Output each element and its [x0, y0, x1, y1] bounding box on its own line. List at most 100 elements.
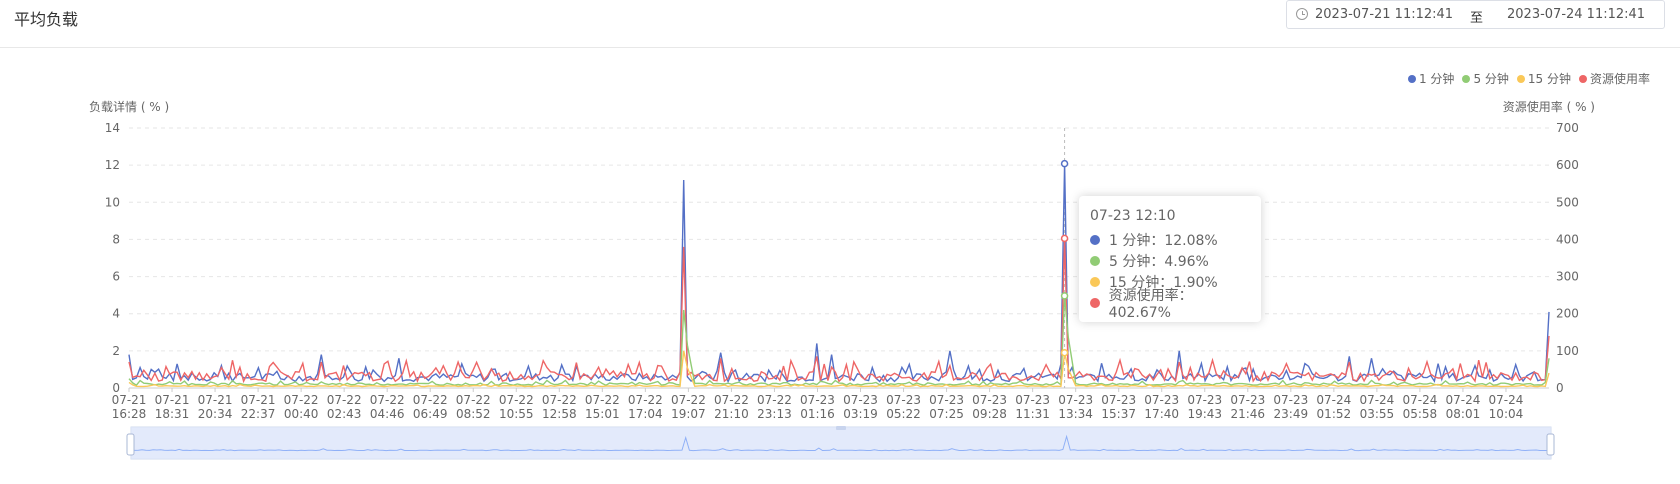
circle-dot-icon — [1090, 277, 1100, 287]
x-tick-time: 12:58 — [542, 407, 577, 421]
x-tick-time: 17:40 — [1144, 407, 1179, 421]
drag-handle-icon[interactable] — [127, 434, 134, 455]
x-tick-time: 21:46 — [1230, 407, 1265, 421]
x-tick-date: 07-23 — [1058, 393, 1093, 407]
tooltip-label: 资源使用率：402.67% — [1109, 285, 1250, 321]
x-tick-time: 10:55 — [499, 407, 534, 421]
y-left-ticks: 0 2 4 6 8 10 12 14 — [105, 121, 120, 395]
x-tick-time: 19:07 — [671, 407, 706, 421]
chart-tooltip: 07-23 12:10 1 分钟：12.08% 5 分钟：4.96% 15 分钟… — [1079, 196, 1261, 322]
x-tick-date: 07-24 — [1489, 393, 1524, 407]
y-left-tick-label: 10 — [105, 195, 120, 209]
x-tick-date: 07-23 — [800, 393, 835, 407]
x-tick-date: 07-22 — [542, 393, 577, 407]
circle-dot-icon — [1090, 235, 1100, 245]
y-left-tick-label: 2 — [112, 344, 120, 358]
y-right-tick-label: 500 — [1556, 195, 1579, 209]
x-tick-date: 07-22 — [499, 393, 534, 407]
x-tick-date: 07-21 — [241, 393, 276, 407]
drag-handle-icon[interactable] — [836, 426, 846, 430]
x-tick-time: 01:16 — [800, 407, 835, 421]
x-tick-date: 07-23 — [929, 393, 964, 407]
x-tick-time: 16:28 — [112, 407, 147, 421]
x-tick-time: 08:01 — [1446, 407, 1481, 421]
x-tick-time: 04:46 — [370, 407, 405, 421]
x-tick-date: 07-24 — [1446, 393, 1481, 407]
x-tick-time: 01:52 — [1317, 407, 1352, 421]
x-tick-date: 07-22 — [714, 393, 749, 407]
x-tick-date: 07-23 — [1273, 393, 1308, 407]
y-left-tick-label: 12 — [105, 158, 120, 172]
y-left-tick-label: 14 — [105, 121, 120, 135]
y-left-tick-label: 8 — [112, 232, 120, 246]
x-tick-time: 10:04 — [1489, 407, 1524, 421]
tooltip-label: 5 分钟：4.96% — [1109, 251, 1209, 271]
tooltip-row-load1: 1 分钟：12.08% — [1090, 229, 1250, 250]
grid-lines — [129, 128, 1549, 388]
x-tick-date: 07-21 — [112, 393, 147, 407]
x-tick-time: 05:58 — [1403, 407, 1438, 421]
series-line — [129, 164, 1549, 382]
x-tick-date: 07-24 — [1359, 393, 1394, 407]
x-tick-date: 07-22 — [413, 393, 448, 407]
hover-point — [1062, 161, 1068, 167]
x-tick-date: 07-21 — [155, 393, 190, 407]
x-tick-time: 23:13 — [757, 407, 792, 421]
x-tick-time: 03:19 — [843, 407, 878, 421]
y-right-ticks: 0 100 200 300 400 500 600 700 — [1556, 121, 1579, 395]
x-tick-date: 07-22 — [628, 393, 663, 407]
tooltip-row-usage: 资源使用率：402.67% — [1090, 292, 1250, 313]
x-tick-date: 07-24 — [1316, 393, 1351, 407]
x-axis-ticks: 07-2116:2807-2118:3107-2120:3407-2122:37… — [112, 388, 1524, 421]
zoom-slider[interactable] — [127, 426, 1554, 459]
x-tick-date: 07-22 — [671, 393, 706, 407]
x-tick-date: 07-21 — [198, 393, 233, 407]
x-tick-time: 17:04 — [628, 407, 663, 421]
zoom-selection[interactable] — [131, 427, 1551, 459]
x-tick-date: 07-23 — [1015, 393, 1050, 407]
x-tick-time: 07:25 — [929, 407, 964, 421]
y-right-axis-label: 资源使用率 ( % ) — [1503, 99, 1595, 114]
x-tick-date: 07-24 — [1402, 393, 1437, 407]
x-tick-date: 07-23 — [1101, 393, 1136, 407]
x-tick-time: 18:31 — [155, 407, 190, 421]
x-tick-date: 07-23 — [886, 393, 921, 407]
drag-handle-icon[interactable] — [1547, 434, 1554, 455]
x-tick-time: 19:43 — [1187, 407, 1222, 421]
y-right-tick-label: 600 — [1556, 158, 1579, 172]
x-tick-date: 07-23 — [843, 393, 878, 407]
y-right-tick-label: 700 — [1556, 121, 1579, 135]
x-tick-date: 07-23 — [1230, 393, 1265, 407]
x-tick-time: 22:37 — [241, 407, 276, 421]
x-tick-time: 11:31 — [1015, 407, 1050, 421]
x-tick-date: 07-23 — [1144, 393, 1179, 407]
y-right-tick-label: 200 — [1556, 307, 1579, 321]
hover-point — [1062, 293, 1068, 299]
x-tick-date: 07-22 — [327, 393, 362, 407]
y-right-tick-label: 0 — [1556, 381, 1564, 395]
y-right-tick-label: 400 — [1556, 232, 1579, 246]
circle-dot-icon — [1090, 298, 1100, 308]
y-left-axis-label: 负载详情 ( % ) — [89, 99, 169, 114]
x-tick-time: 23:49 — [1274, 407, 1309, 421]
x-tick-date: 07-22 — [456, 393, 491, 407]
y-left-tick-label: 6 — [112, 270, 120, 284]
y-right-tick-label: 100 — [1556, 344, 1579, 358]
x-tick-time: 15:01 — [585, 407, 620, 421]
series-line — [129, 238, 1549, 381]
x-tick-date: 07-22 — [585, 393, 620, 407]
y-right-tick-label: 300 — [1556, 270, 1579, 284]
x-tick-time: 21:10 — [714, 407, 749, 421]
x-tick-date: 07-22 — [284, 393, 319, 407]
circle-dot-icon — [1090, 256, 1100, 266]
hover-point — [1062, 350, 1068, 356]
x-tick-date: 07-23 — [1187, 393, 1222, 407]
x-tick-date: 07-22 — [757, 393, 792, 407]
x-tick-time: 02:43 — [327, 407, 362, 421]
x-tick-date: 07-22 — [370, 393, 405, 407]
x-tick-time: 09:28 — [972, 407, 1007, 421]
x-tick-time: 13:34 — [1058, 407, 1093, 421]
x-tick-date: 07-23 — [972, 393, 1007, 407]
x-tick-time: 08:52 — [456, 407, 491, 421]
